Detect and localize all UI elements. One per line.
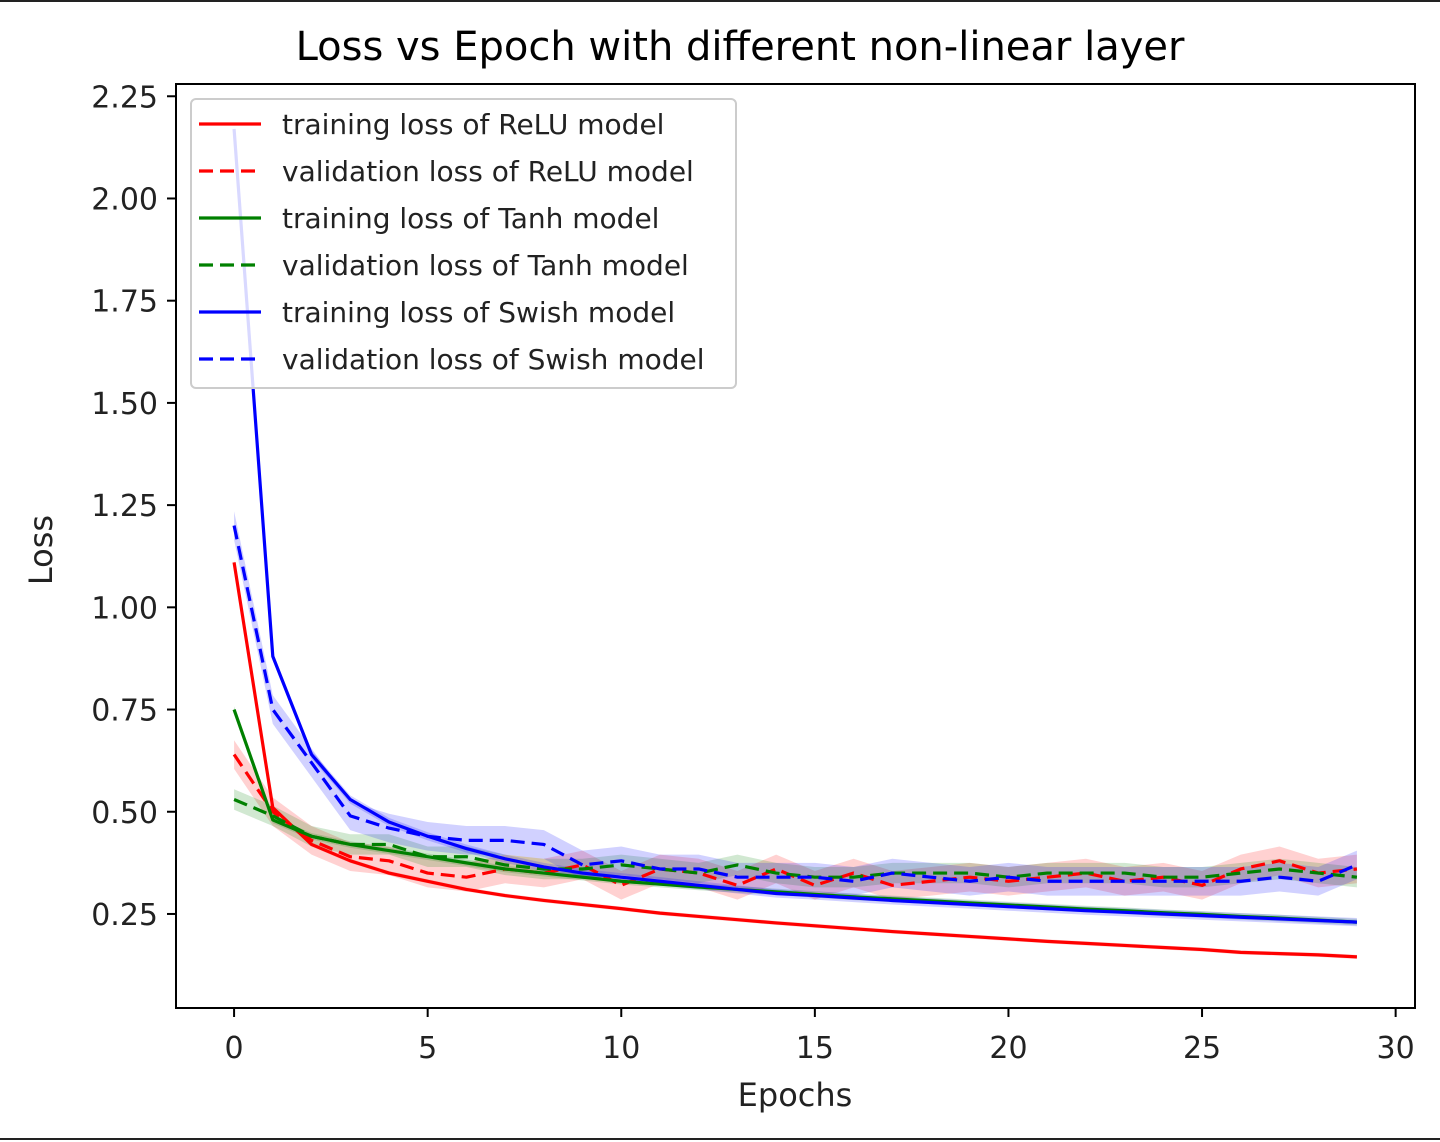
- x-axis-label: Epochs: [738, 1076, 853, 1114]
- y-tick-label: 1.75: [91, 285, 158, 320]
- axes-frame: [175, 83, 1416, 1009]
- legend-label-3: validation loss of Tanh model: [282, 249, 689, 282]
- series-band-3: [234, 789, 1357, 888]
- series-line-4: [232, 128, 1357, 924]
- y-axis-label: Loss: [22, 515, 60, 585]
- y-tick-label: 2.00: [91, 182, 158, 217]
- y-tick-label: 2.25: [91, 80, 158, 115]
- legend: training loss of ReLU model validation lo…: [190, 98, 737, 389]
- series-line-0: [232, 562, 1358, 959]
- series-band-5: [234, 511, 1357, 896]
- x-tick-label: 0: [225, 1031, 244, 1066]
- legend-label-4: training loss of Swish model: [282, 296, 675, 329]
- series-band-0: [234, 560, 1357, 959]
- y-tick-label: 0.25: [91, 898, 158, 933]
- x-tick-label: 10: [602, 1031, 640, 1066]
- x-tick-label: 5: [418, 1031, 437, 1066]
- legend-box: [190, 98, 737, 389]
- x-tick-label: 30: [1377, 1031, 1415, 1066]
- legend-label-5: validation loss of Swish model: [282, 343, 705, 376]
- legend-label-1: validation loss of ReLU model: [282, 155, 694, 188]
- series-line-3: [233, 798, 1358, 879]
- y-tick-label: 0.50: [91, 796, 158, 831]
- x-tick-label: 25: [1183, 1031, 1221, 1066]
- chart-title: Loss vs Epoch with different non-linear …: [296, 24, 1185, 70]
- legend-label-0: training loss of ReLU model: [282, 108, 664, 141]
- plot-area: 0 5 10 15 20 25 30 0.25 0.50 0.75 1.00 1.25 1.50 1.75…: [91, 80, 1416, 1066]
- y-tick-label: 1.00: [91, 591, 158, 626]
- series-line-1: [232, 753, 1358, 887]
- legend-label-2: training loss of Tanh model: [282, 202, 659, 235]
- y-tick-label: 1.50: [91, 387, 158, 422]
- x-tick-label: 15: [796, 1031, 834, 1066]
- y-tick-label: 0.75: [91, 694, 158, 729]
- x-tick-label: 20: [989, 1031, 1027, 1066]
- y-tick-label: 1.25: [91, 489, 158, 524]
